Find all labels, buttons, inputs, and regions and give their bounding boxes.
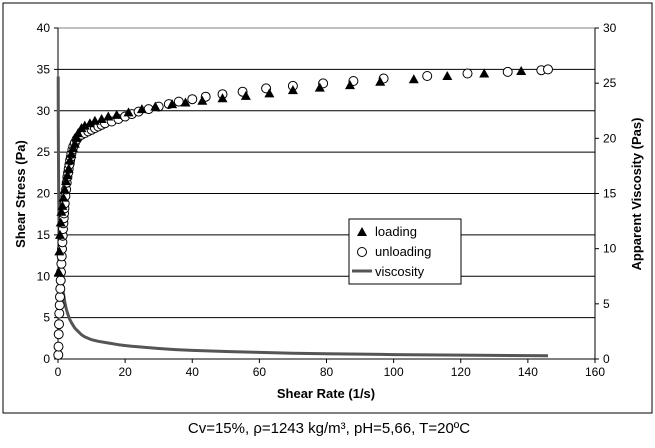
legend-unloading-label: unloading bbox=[375, 244, 431, 259]
loading-point bbox=[69, 138, 80, 148]
loading-point bbox=[84, 118, 95, 128]
x-tick-label: 0 bbox=[55, 365, 62, 379]
loading-point bbox=[217, 93, 228, 103]
series-layer bbox=[53, 64, 553, 360]
unloading-point bbox=[422, 71, 433, 81]
x-tick-label: 40 bbox=[186, 365, 200, 379]
x-axis-title: Shear Rate (1/s) bbox=[277, 386, 375, 401]
y-tick-label: 40 bbox=[37, 21, 51, 35]
legend-viscosity-label: viscosity bbox=[375, 264, 425, 279]
y2-tick-label: 30 bbox=[603, 21, 617, 35]
unloading-point bbox=[55, 291, 65, 302]
y-tick-label: 35 bbox=[37, 62, 51, 76]
loading-point bbox=[61, 176, 72, 186]
y2-tick-label: 5 bbox=[603, 297, 610, 311]
loading-point bbox=[111, 109, 122, 119]
unloading-point bbox=[55, 283, 66, 294]
unloading-point bbox=[462, 68, 473, 79]
y-tick-label: 20 bbox=[37, 187, 51, 201]
y-tick-label: 5 bbox=[43, 311, 50, 325]
loading-point bbox=[55, 229, 65, 239]
loading-point bbox=[58, 192, 69, 202]
y2-tick-label: 25 bbox=[603, 76, 617, 90]
loading-point bbox=[516, 66, 527, 75]
y2-tick-label: 15 bbox=[603, 187, 617, 201]
loading-point bbox=[180, 97, 191, 107]
loading-point bbox=[123, 107, 134, 117]
legend-loading-label: loading bbox=[375, 224, 417, 239]
loading-point bbox=[479, 68, 490, 78]
unloading-point bbox=[54, 319, 64, 330]
chart-border bbox=[2, 2, 653, 414]
loading-point bbox=[59, 184, 70, 194]
loading-point bbox=[345, 80, 355, 90]
loading-point bbox=[53, 267, 64, 277]
unloading-point bbox=[187, 94, 198, 105]
legend-unloading-marker bbox=[357, 247, 367, 257]
x-tick-label: 60 bbox=[253, 365, 267, 379]
unloading-point bbox=[502, 66, 513, 77]
loading-point bbox=[65, 155, 76, 165]
loading-point bbox=[264, 88, 275, 98]
loading-point bbox=[79, 120, 90, 130]
x-tick-label: 20 bbox=[118, 365, 132, 379]
y-tick-label: 15 bbox=[37, 228, 51, 242]
loading-point bbox=[150, 101, 161, 111]
y2-tick-label: 20 bbox=[603, 131, 617, 145]
loading-point bbox=[240, 90, 251, 100]
y-tick-label: 25 bbox=[37, 145, 51, 159]
y-tick-label: 0 bbox=[43, 352, 50, 366]
chart-caption: Cv=15%, ρ=1243 kg/m³, pH=5,66, T=20ºC bbox=[188, 420, 470, 437]
loading-point bbox=[314, 82, 325, 92]
x-tick-label: 160 bbox=[585, 365, 605, 379]
loading-point bbox=[66, 148, 77, 158]
loading-point bbox=[55, 217, 66, 227]
axes-layer: 0 5 10 15 20 25 30 35 40 0 5 10 15 20 25 30 0 20 40 60 80 100… bbox=[37, 21, 617, 379]
loading-point bbox=[103, 111, 114, 121]
loading-point bbox=[442, 71, 453, 80]
loading-point bbox=[63, 163, 74, 173]
y2-tick-label: 0 bbox=[603, 352, 610, 366]
y2-tick-label: 10 bbox=[603, 242, 617, 256]
unloading-point bbox=[543, 64, 553, 75]
y-tick-label: 30 bbox=[37, 104, 51, 118]
unloading-point bbox=[54, 300, 65, 311]
x-tick-label: 140 bbox=[518, 365, 538, 379]
loading-point bbox=[197, 95, 208, 105]
loading-point bbox=[54, 246, 65, 256]
legend: loading unloading viscosity bbox=[348, 218, 462, 285]
loading-point bbox=[375, 76, 386, 86]
loading-point bbox=[136, 104, 147, 114]
loading-point bbox=[408, 74, 419, 84]
x-tick-label: 100 bbox=[384, 365, 404, 379]
unloading-point bbox=[54, 308, 65, 319]
y-axis-title: Shear Stress (Pa) bbox=[13, 140, 28, 248]
y-tick-label: 10 bbox=[37, 269, 51, 283]
unloading-point bbox=[53, 349, 64, 360]
unloading-point bbox=[53, 329, 64, 340]
loading-point bbox=[56, 206, 67, 216]
loading-point bbox=[57, 200, 68, 210]
loading-point bbox=[62, 170, 73, 180]
unloading-point bbox=[53, 341, 64, 352]
legend-box bbox=[348, 218, 462, 285]
legend-loading-marker bbox=[357, 227, 367, 236]
x-tick-label: 120 bbox=[451, 365, 471, 379]
y2-axis-title: Apparent Viscosity (Pas) bbox=[629, 118, 644, 271]
loading-point bbox=[96, 114, 107, 123]
unloading-point bbox=[55, 275, 66, 286]
loading-point bbox=[167, 99, 178, 109]
loading-point bbox=[287, 85, 298, 95]
x-tick-label: 80 bbox=[320, 365, 334, 379]
loading-point bbox=[73, 128, 84, 138]
